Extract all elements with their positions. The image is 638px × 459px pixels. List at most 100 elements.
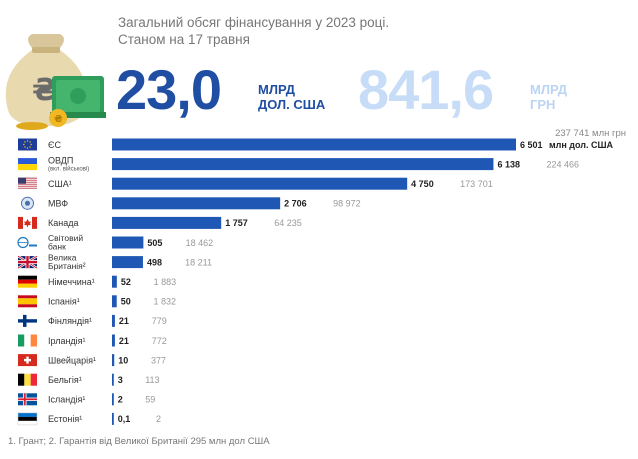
bar-value-label: 2 706 (284, 199, 307, 209)
bar-value-label: 505 (147, 238, 162, 248)
bar-value-label: 3 (118, 375, 123, 385)
bar-row: МВФ 2 706 98 972 (21, 196, 361, 210)
bar-row: ОВДП(вкл. військові) 6 138 224 466 (18, 156, 579, 173)
bar-row: США¹ 4 750 173 701 (18, 177, 493, 190)
bar-row: ЄС 6 501 млн дол. США (18, 138, 614, 151)
germany-flag (18, 275, 37, 288)
bar-label-line2: Британія² (48, 261, 86, 271)
chart-title: Загальний обсяг фінансування у 2023 році… (118, 14, 389, 48)
bar-value-label: 4 750 (411, 179, 434, 189)
total-usd-unit: МЛРД ДОЛ. США (258, 82, 325, 112)
bar (112, 354, 115, 367)
bar (112, 295, 117, 308)
money-bag-icon: ₴ ₴ (5, 34, 106, 130)
bar-uah-label: 224 466 (546, 159, 579, 169)
bar-value-label: 21 (119, 316, 129, 326)
bar (112, 236, 144, 249)
bar-row: Ірландія¹ 21 772 (18, 334, 167, 347)
bar (112, 314, 115, 327)
ireland-flag (18, 334, 37, 347)
svg-text:₴: ₴ (54, 114, 63, 125)
bar-label: Велика (48, 253, 77, 263)
bar-uah-label: 113 (145, 375, 159, 385)
bar (112, 412, 114, 425)
uk-flag (17, 255, 38, 270)
bar-label: Німеччина¹ (48, 277, 95, 287)
title-line: Загальний обсяг фінансування у 2023 році… (118, 15, 390, 30)
bar-label: Ірландія¹ (48, 336, 86, 346)
bar-value-label: 52 (121, 277, 131, 287)
world-bank-logo (17, 236, 37, 249)
ukraine-flag (18, 158, 37, 171)
uah-column-header: 237 741 млн грн (555, 128, 626, 139)
bar-uah-label: 2 (156, 414, 161, 424)
bar-label: Фінляндія¹ (48, 316, 92, 326)
bar-uah-label: 64 235 (274, 218, 302, 228)
bar-value-label: 21 (119, 336, 129, 346)
spain-flag (18, 295, 37, 308)
total-usd-value: 23,0 (116, 58, 222, 121)
bar-row: Швейцарія¹ 10 377 (18, 354, 166, 367)
canada-flag (18, 216, 37, 229)
bar-row: Фінляндія¹ 21 779 (18, 314, 167, 327)
bar-uah-label: 779 (152, 316, 167, 326)
bar-value-label: 10 (118, 355, 128, 365)
bar-label: Естонія¹ (48, 414, 82, 424)
bar-uah-label: 18 211 (185, 257, 212, 267)
belgium-flag (18, 373, 37, 386)
bar-value-label: 50 (121, 297, 131, 307)
bar (112, 373, 114, 386)
bar-value-label: 6 501 (520, 140, 543, 150)
bar (112, 138, 516, 151)
bar-label: ОВДП (48, 156, 73, 166)
bar-label: ЄС (48, 140, 61, 150)
uah-unit-line2: ГРН (530, 97, 556, 112)
bar-row: Німеччина¹ 52 1 883 (18, 275, 177, 288)
iceland-flag (18, 393, 37, 406)
bar-uah-label: 18 462 (186, 238, 214, 248)
bar-uah-label: 1 883 (154, 277, 177, 287)
footnote: 1. Грант; 2. Гарантія від Великої Британ… (8, 436, 270, 447)
bar-row: Естонія¹ 0,1 2 (17, 412, 161, 426)
total-uah-value: 841,6 (358, 58, 494, 121)
usd-unit-line2: ДОЛ. США (258, 97, 326, 112)
bar-label: Ісландія¹ (48, 395, 85, 405)
bar (112, 177, 408, 190)
bar-value-label: 498 (147, 257, 162, 267)
bar-sublabel: (вкл. військові) (48, 166, 89, 173)
bar (112, 158, 494, 171)
bar-uah-label: 173 701 (460, 179, 493, 189)
finland-flag (18, 314, 37, 327)
bar-uah-label: 59 (145, 395, 155, 405)
bar (112, 256, 143, 269)
total-uah-unit: МЛРД ГРН (530, 82, 567, 112)
bar-row: Ісландія¹ 2 59 (18, 393, 155, 406)
usd-unit-label: млн дол. США (549, 140, 614, 150)
bar-label: Канада (48, 218, 78, 228)
bar-value-label: 6 138 (497, 159, 520, 169)
usa-flag (18, 177, 37, 190)
uah-unit-line1: МЛРД (530, 82, 568, 97)
bar (112, 334, 115, 347)
bar-uah-label: 772 (152, 336, 167, 346)
bar-label: Іспанія¹ (48, 297, 80, 307)
bar-label: Бельгія¹ (48, 375, 82, 385)
bar (112, 275, 117, 288)
bar-uah-label: 1 832 (154, 297, 177, 307)
bar-row: Канада 1 757 64 235 (18, 216, 302, 229)
bar-row: Іспанія¹ 50 1 832 (18, 295, 177, 308)
bar-label-line2: банк (48, 242, 66, 252)
bar-uah-label: 98 972 (333, 199, 361, 209)
bar-value-label: 2 (118, 395, 123, 405)
bar-value-label: 1 757 (225, 218, 248, 228)
usd-unit-line1: МЛРД (258, 82, 296, 97)
bar (112, 393, 114, 406)
bar (112, 216, 222, 229)
bar-label: США¹ (48, 179, 72, 189)
switzerland-flag (18, 354, 37, 367)
bar (112, 197, 281, 210)
estonia-flag (17, 412, 38, 426)
